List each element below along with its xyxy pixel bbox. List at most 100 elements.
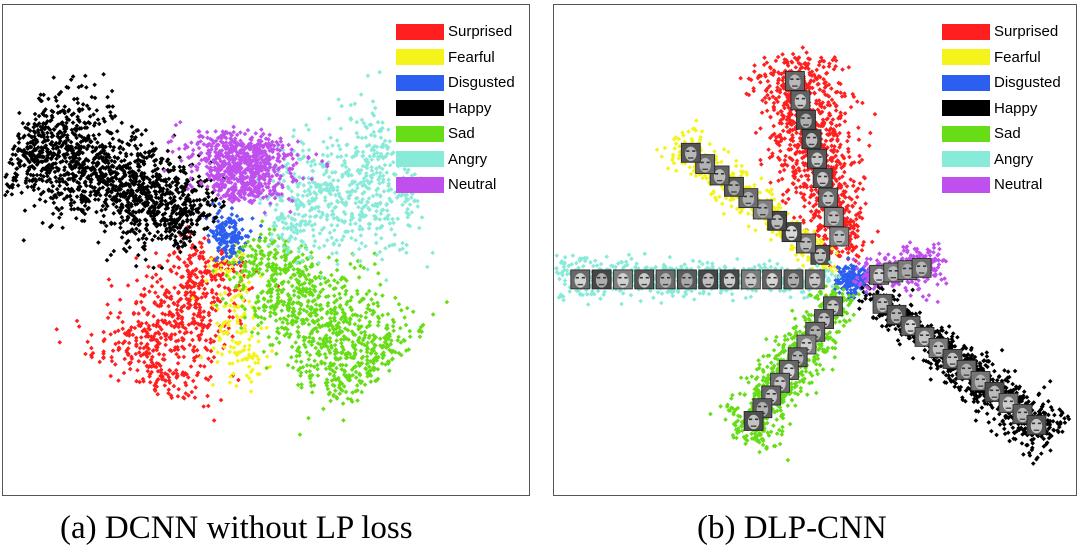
scatter-point bbox=[366, 226, 372, 231]
scatter-point bbox=[289, 283, 295, 289]
scatter-point bbox=[273, 266, 279, 272]
scatter-point bbox=[223, 319, 229, 325]
scatter-point bbox=[218, 133, 224, 138]
scatter-point bbox=[357, 299, 362, 305]
scatter-point bbox=[225, 145, 231, 151]
scatter-point bbox=[133, 263, 139, 269]
scatter-point bbox=[222, 330, 227, 335]
scatter-point bbox=[214, 181, 220, 186]
scatter-point bbox=[208, 136, 213, 142]
scatter-point bbox=[194, 218, 200, 224]
scatter-point bbox=[88, 183, 93, 189]
scatter-point bbox=[120, 326, 126, 332]
legend-item-surprised: Surprised bbox=[396, 19, 515, 45]
scatter-point bbox=[365, 267, 371, 272]
scatter-point bbox=[24, 156, 30, 162]
scatter-point bbox=[135, 188, 140, 194]
scatter-point bbox=[269, 286, 275, 292]
scatter-point bbox=[214, 237, 220, 242]
scatter-point bbox=[155, 294, 161, 300]
scatter-point bbox=[254, 353, 260, 359]
scatter-point bbox=[393, 295, 398, 301]
scatter-point bbox=[416, 329, 422, 334]
scatter-point bbox=[220, 255, 226, 260]
scatter-point bbox=[12, 176, 17, 182]
scatter-point bbox=[278, 139, 284, 144]
scatter-point bbox=[373, 351, 379, 356]
scatter-point bbox=[320, 152, 326, 158]
scatter-point bbox=[32, 159, 37, 165]
scatter-point bbox=[346, 337, 352, 343]
scatter-point bbox=[177, 225, 183, 231]
scatter-point bbox=[356, 204, 361, 210]
scatter-point bbox=[271, 178, 276, 184]
scatter-point bbox=[95, 117, 101, 122]
scatter-point bbox=[281, 287, 286, 292]
scatter-point bbox=[126, 165, 131, 171]
scatter-point bbox=[266, 334, 272, 340]
scatter-point bbox=[339, 199, 345, 205]
scatter-point bbox=[186, 274, 192, 280]
scatter-point bbox=[165, 148, 171, 154]
scatter-point bbox=[343, 291, 348, 297]
scatter-point bbox=[298, 290, 303, 295]
scatter-point bbox=[169, 269, 174, 274]
scatter-point bbox=[31, 187, 37, 193]
scatter-point bbox=[149, 364, 154, 370]
scatter-point bbox=[360, 149, 366, 155]
scatter-point bbox=[201, 315, 207, 320]
scatter-point bbox=[285, 321, 291, 326]
scatter-point bbox=[349, 367, 355, 372]
scatter-point bbox=[239, 314, 244, 320]
scatter-point bbox=[169, 348, 174, 354]
scatter-point bbox=[350, 312, 356, 318]
scatter-point bbox=[282, 247, 287, 253]
scatter-point bbox=[283, 262, 288, 268]
scatter-point bbox=[308, 363, 314, 368]
legend-label-sad: Sad bbox=[448, 125, 475, 143]
scatter-point bbox=[327, 185, 333, 191]
scatter-point bbox=[230, 361, 235, 366]
scatter-point bbox=[304, 350, 310, 355]
scatter-point bbox=[377, 181, 382, 186]
scatter-point bbox=[377, 193, 383, 198]
scatter-point bbox=[318, 185, 323, 191]
scatter-point bbox=[335, 184, 340, 190]
scatter-point bbox=[308, 163, 314, 169]
scatter-point bbox=[188, 217, 194, 223]
scatter-point bbox=[392, 190, 398, 195]
scatter-point bbox=[346, 194, 351, 199]
scatter-point bbox=[56, 215, 62, 220]
scatter-point bbox=[166, 390, 171, 396]
scatter-point bbox=[257, 200, 263, 206]
scatter-point bbox=[271, 278, 277, 284]
scatter-point bbox=[309, 304, 314, 310]
scatter-point bbox=[373, 378, 378, 384]
scatter-point bbox=[373, 334, 379, 340]
scatter-point bbox=[341, 384, 347, 389]
scatter-point bbox=[278, 271, 283, 277]
scatter-point bbox=[291, 127, 297, 133]
scatter-point bbox=[57, 109, 63, 115]
scatter-point bbox=[209, 172, 214, 178]
scatter-point bbox=[297, 199, 303, 205]
scatter-point bbox=[321, 172, 327, 177]
scatter-point bbox=[212, 270, 218, 275]
scatter-point bbox=[235, 314, 240, 320]
scatter-point bbox=[124, 191, 130, 196]
scatter-point bbox=[211, 418, 217, 423]
scatter-point bbox=[332, 311, 338, 317]
scatter-point bbox=[32, 134, 37, 139]
scatter-point bbox=[141, 171, 147, 176]
scatter-point bbox=[166, 161, 172, 167]
scatter-point bbox=[32, 176, 38, 182]
scatter-point bbox=[190, 347, 196, 353]
scatter-point bbox=[207, 153, 212, 159]
legend-label-happy: Happy bbox=[448, 99, 492, 117]
scatter-point bbox=[288, 332, 293, 337]
scatter-point bbox=[45, 134, 50, 140]
scatter-point bbox=[194, 248, 200, 253]
scatter-point bbox=[242, 187, 248, 193]
scatter-point bbox=[293, 236, 298, 241]
scatter-point bbox=[136, 237, 141, 242]
